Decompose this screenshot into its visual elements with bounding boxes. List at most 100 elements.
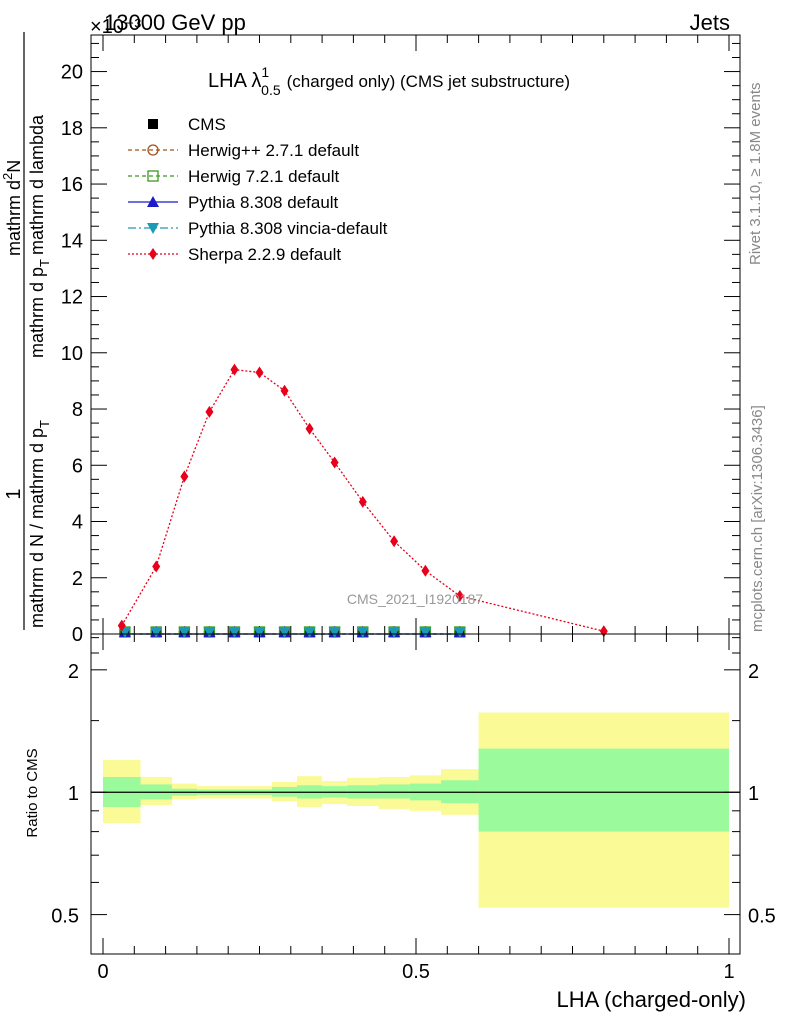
ylabel-den-sub: T <box>37 420 52 428</box>
legend-marker <box>149 248 157 260</box>
legend-marker <box>147 196 159 207</box>
data-point <box>253 627 266 638</box>
legend-entry: Herwig 7.2.1 default <box>128 167 339 186</box>
legend-entry: Sherpa 2.2.9 default <box>128 245 341 264</box>
ratio-ytick-label-right: 1 <box>748 783 759 805</box>
ratio-axis-ticks: 0.5 0.5 1 1 2 2 0 0.5 1 <box>51 634 776 983</box>
rivet-label: Rivet 3.1.10, ≥ 1.8M events <box>747 83 764 266</box>
ratio-ytick-label: 2 <box>68 661 79 683</box>
main-ytick-label: 10 <box>61 343 83 365</box>
main-ytick-label: 12 <box>61 287 83 309</box>
main-ytick-label: 0 <box>72 624 83 646</box>
watermark: CMS_2021_I1920187 <box>347 591 483 607</box>
legend-marker <box>147 144 159 156</box>
data-point <box>178 627 191 638</box>
data-point <box>180 470 189 483</box>
data-point <box>228 627 241 638</box>
ratio-ylabel: Ratio to CMS <box>24 748 41 837</box>
svg-text:mathrm d2N: mathrm d2N <box>0 160 24 256</box>
ylabel-right-num: mathrm d <box>4 180 24 256</box>
ylabel-numerator: 1 <box>3 488 25 499</box>
ratio-ytick-label-right: 0.5 <box>748 906 776 928</box>
data-point <box>150 627 163 638</box>
ratio-bands-layer <box>91 712 740 908</box>
ratio-band-stat <box>478 748 729 832</box>
series-herwig-7-2-1-default <box>119 626 466 638</box>
svg-text:mathrm d pTmathrm d lambda: mathrm d pTmathrm d lambda <box>27 114 52 358</box>
data-point <box>305 422 314 435</box>
ylabel-right-num-sup: 2 <box>0 173 15 180</box>
legend-label: Pythia 8.308 vincia-default <box>188 219 388 238</box>
legend: CMS Herwig++ 2.7.1 default Herwig 7.2.1 de… <box>128 115 388 264</box>
data-point <box>230 363 239 376</box>
data-point <box>388 627 401 638</box>
title-suffix: (charged only) (CMS jet substructure) <box>287 72 570 91</box>
xtick-label: 1 <box>723 961 734 983</box>
main-ytick-label: 20 <box>61 62 83 84</box>
main-ytick-label: 6 <box>72 455 83 477</box>
ylabel-right-den-end: mathrm d lambda <box>27 114 47 255</box>
svg-text:mathrm d N / mathrm d pT: mathrm d N / mathrm d pT <box>27 420 52 628</box>
data-point <box>255 366 264 379</box>
legend-label: Herwig++ 2.7.1 default <box>188 141 359 160</box>
main-axis-ticks: 0 2 4 6 8 10 12 14 16 18 20 <box>61 35 740 646</box>
process-label: Jets <box>690 10 730 35</box>
xtick-label: 0.5 <box>402 961 430 983</box>
series-herwig-2-7-1-default <box>119 626 466 638</box>
x-axis-label: LHA (charged-only) <box>556 987 746 1012</box>
exponent-label: ×10⁻³ <box>90 16 141 38</box>
main-ytick-label: 16 <box>61 174 83 196</box>
xtick-label: 0 <box>97 961 108 983</box>
main-ytick-label: 8 <box>72 399 83 421</box>
data-point <box>303 627 316 638</box>
data-point <box>330 456 339 469</box>
main-ytick-label: 14 <box>61 230 83 252</box>
legend-entry: Herwig++ 2.7.1 default <box>128 141 359 160</box>
main-ytick-label: 2 <box>72 568 83 590</box>
title-sup: 1 <box>261 64 269 80</box>
ylabel-right-num-end: N <box>4 160 24 173</box>
chart-title: LHA λ1 0.5 (charged only) (CMS jet substru… <box>208 64 570 98</box>
legend-label: Sherpa 2.2.9 default <box>188 245 341 264</box>
ylabel-right-den: mathrm d p <box>27 267 47 358</box>
series-pythia-8-308-vincia-default <box>118 627 466 638</box>
data-point <box>419 627 432 638</box>
data-point <box>390 535 399 548</box>
ylabel-right-den-sub: T <box>37 259 52 267</box>
data-point <box>453 627 466 638</box>
data-point <box>421 564 430 577</box>
mcplots-label: mcplots.cern.ch [arXiv:1306.3436] <box>749 405 766 632</box>
series-pythia-8-308-default <box>118 626 466 637</box>
main-ylabel: 1 mathrm d N / mathrm d pT mathrm d2N ma… <box>0 32 52 630</box>
data-point <box>358 495 367 508</box>
ylabel-denominator: mathrm d N / mathrm d p <box>27 428 47 628</box>
main-ytick-label: 4 <box>72 512 83 534</box>
legend-entry: Pythia 8.308 vincia-default <box>128 219 388 238</box>
legend-label: Pythia 8.308 default <box>188 193 339 212</box>
series-sherpa-2-2-9-default <box>117 363 608 638</box>
data-point <box>278 627 291 638</box>
energy-label: 13000 GeV pp <box>104 10 246 35</box>
legend-entry: Pythia 8.308 default <box>128 193 339 212</box>
legend-entry: CMS <box>148 115 226 134</box>
legend-label: Herwig 7.2.1 default <box>188 167 339 186</box>
legend-marker <box>147 223 159 234</box>
data-point <box>356 627 369 638</box>
main-ytick-label: 18 <box>61 118 83 140</box>
data-point <box>205 405 214 418</box>
data-point <box>203 627 216 638</box>
legend-marker <box>147 170 159 182</box>
ratio-ytick-label: 1 <box>68 783 79 805</box>
series-line <box>121 368 604 632</box>
legend-label: CMS <box>188 115 226 134</box>
title-main: LHA λ <box>208 70 261 92</box>
data-point <box>455 590 464 603</box>
data-point <box>152 560 161 573</box>
data-point <box>117 619 126 632</box>
data-point <box>280 384 289 397</box>
ratio-ytick-label-right: 2 <box>748 661 759 683</box>
legend-marker <box>148 119 158 129</box>
ratio-ytick-label: 0.5 <box>51 906 79 928</box>
series-cms <box>119 627 465 637</box>
